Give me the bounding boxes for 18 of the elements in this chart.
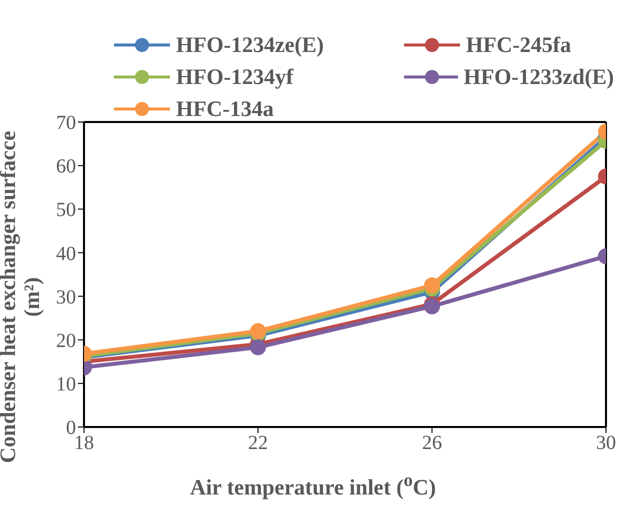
x-tick-label: 26 <box>422 432 442 454</box>
legend-label: HFO-1234ze(E) <box>176 32 324 58</box>
x-axis-title: Air temperature inlet ($^{o}$C) <box>188 470 437 500</box>
y-tick-label: 50 <box>56 199 76 222</box>
x-tick-label: 22 <box>248 432 268 454</box>
y-tick-label: 40 <box>56 242 76 265</box>
legend-label: HFO-1233zd(E) <box>464 64 614 90</box>
y-tick-label: 10 <box>56 374 76 396</box>
legend-label: HFC-245fa <box>466 32 572 58</box>
y-tick-label: 60 <box>56 156 76 178</box>
legend-label: HFO-1234yf <box>176 64 294 90</box>
y-tick-label: 20 <box>56 330 76 352</box>
y-tick-label: 30 <box>56 286 76 308</box>
x-tick-label: 30 <box>596 432 616 454</box>
y-tick-label: 0 <box>66 417 76 440</box>
y-tick-label: 70 <box>56 112 76 134</box>
x-tick-label: 18 <box>74 432 94 454</box>
legend-label: HFC-134a <box>176 96 274 122</box>
